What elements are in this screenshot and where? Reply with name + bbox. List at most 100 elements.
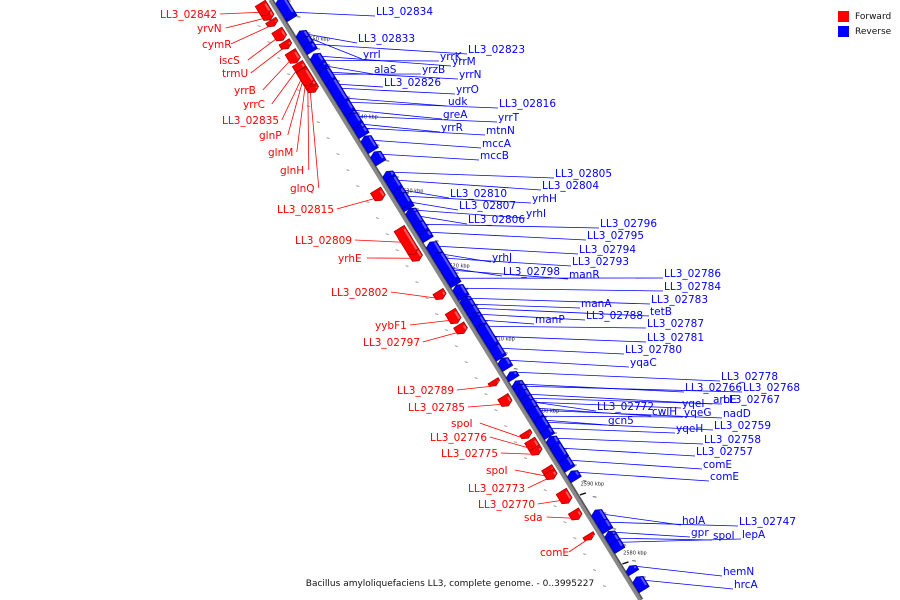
gene-block-yrri-shape [299,35,315,50]
gene-leader-manp [483,319,535,325]
gene-block-ll3-02823-shape [303,42,318,56]
gene-leader-ll3-02810 [403,189,450,199]
gene-leader-ll3-02805 [392,171,555,179]
scale-tick [365,201,370,204]
gene-label-ll3-02806: LL3_02806 [468,214,525,226]
gene-label-come: comE [540,547,569,559]
gene-block-ll3-02768-highlight [521,384,527,390]
scale-tick [336,153,340,156]
gene-leader-yrro [340,87,456,95]
legend-forward-label: Forward [855,11,892,22]
gene-label-ll3-02789: LL3_02789 [397,385,454,397]
gene-label-ll3-02787: LL3_02787 [647,318,704,330]
gene-block-large-forward-highlight [403,228,418,250]
gene-block-yrrm-shape [309,52,327,69]
gene-label-ll3-02804: LL3_02804 [542,180,599,192]
gene-label-ll3-02807: LL3_02807 [459,200,516,212]
gene-leader-mana [474,303,581,309]
scale-tick [296,89,301,92]
scale-tick [395,249,399,252]
gene-block-mcca [360,135,379,155]
gene-block-large-reverse-highlight [484,324,497,343]
gene-label-ll3-02809: LL3_02809 [295,235,352,247]
gene-leader-ll3-02798 [451,267,503,277]
gene-label-ll3-02775: LL3_02775 [441,448,498,460]
gene-label-ll3-02786: LL3_02786 [664,268,721,280]
gene-block-hrca-highlight [640,576,647,586]
gene-label-tetb: tetB [650,306,672,318]
gene-label-yrrc: yrrC [243,99,265,111]
gene-leader-ll3-02833 [307,33,358,44]
gene-leader-mccb [381,153,480,161]
gene-leader-come [577,471,710,482]
gene-block-mccb-shape [370,150,387,167]
legend-forward: Forward [838,9,891,24]
gene-block-yqac [497,357,514,372]
gene-label-yrrr: yrrR [441,122,463,134]
gene-leader-yrhj [443,253,492,263]
gene-label-ll3-02805: LL3_02805 [555,168,612,180]
gene-leader-glnp [287,80,304,136]
gene-label-yrro: yrrO [456,84,479,96]
scale-tick [415,281,419,284]
kbp-label-2580-kbp: 2580 kbp [623,550,647,556]
gene-label-ll3-02798: LL3_02798 [503,266,560,278]
scale-tick [326,137,330,140]
gene-leader-ll3-02834 [293,11,376,17]
gene-leader-come [568,539,587,553]
gene-block-lepa [609,539,626,554]
gene-label-yrvn: yrvN [197,23,222,35]
scale-tick [573,537,577,540]
gene-label-ll3-02770: LL3_02770 [478,499,535,511]
gene-block-large-forward [254,0,272,17]
gene-leader-lepa [620,538,742,543]
gene-label-yrrt: yrrT [498,112,520,124]
gene-leader-hemn [635,565,723,577]
gene-block-ll3-02797 [453,321,468,335]
scale-tick [563,521,567,524]
gene-leader-ll3-02783 [470,297,651,305]
gene-leader-ll3-02759 [546,421,714,431]
gene-label-yrhe: yrhE [338,253,362,265]
gene-block-spoi-highlight [528,432,532,435]
gene-leader-glnm [296,84,306,153]
gene-leader-yrhh [407,195,532,204]
gene-label-yrzb: yrzB [422,64,445,76]
gene-leader-ll3-02804 [397,179,542,191]
gene-block-nadd-highlight [535,406,543,416]
gene-block-ll3-02770-shape [555,487,573,505]
gene-block-ll3-02804-highlight [393,176,401,186]
scale-tick [553,505,557,508]
gene-block-large-reverse-shape [325,78,350,107]
gene-block-mccb [370,150,387,167]
gene-label-come: comE [710,471,739,483]
gene-leader-ll3-02767 [532,397,723,405]
gene-block-yybf1-highlight [454,311,461,320]
gene-block-mtnn-shape [355,126,370,140]
gene-label-ll3-02842: LL3_02842 [160,9,217,21]
gene-block-ll3-02778-shape [506,370,520,383]
gene-label-yrhh: yrhH [532,193,557,205]
gene-block-mcca-highlight [368,135,377,147]
gene-block-ll3-02776-highlight [533,440,539,447]
gene-leader-spoi [618,537,713,541]
gene-label-ll3-02783: LL3_02783 [651,294,708,306]
scale-tick [375,217,380,220]
scale-tick [474,377,478,380]
gene-block-yrrb-shape [284,48,301,64]
gene-block-ll3-02815-shape [369,186,386,202]
gene-label-hemn: hemN [723,566,754,578]
gene-block-glnq [305,82,320,94]
gene-leader-yqei [534,401,682,409]
scale-tick [543,489,547,492]
gene-block-iscs [271,26,288,42]
gene-label-spoi: spoI [451,418,473,430]
gene-leader-ll3-02747 [608,521,739,527]
gene-leader-yrrb [262,59,291,91]
gene-leader-yrrc [271,70,298,105]
gene-label-yqei: yqeI [682,398,704,410]
gene-leader-ll3-02758 [556,437,704,445]
gene-label-grea: greA [443,109,468,121]
gene-block-large-reverse [476,323,500,350]
